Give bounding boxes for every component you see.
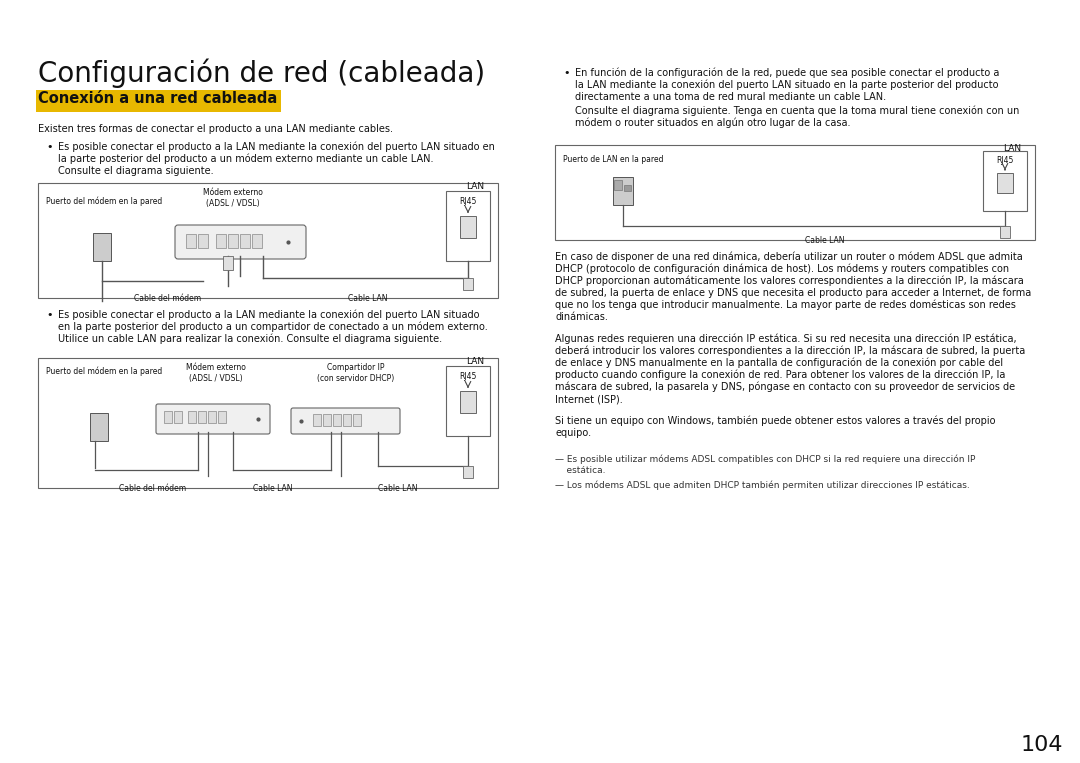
Text: LAN: LAN [1003,144,1021,153]
Bar [252,234,262,248]
Bar [615,180,622,190]
Text: directamente a una toma de red mural mediante un cable LAN.: directamente a una toma de red mural med… [575,92,886,102]
Bar [188,411,195,423]
Text: módem o router situados en algún otro lugar de la casa.: módem o router situados en algún otro lu… [575,118,851,128]
Text: en la parte posterior del producto a un compartidor de conectado a un módem exte: en la parte posterior del producto a un … [58,322,488,333]
Text: DHCP proporcionan automáticamente los valores correspondientes a la dirección IP: DHCP proporcionan automáticamente los va… [555,276,1024,286]
Text: Consulte el diagrama siguiente. Tenga en cuenta que la toma mural tiene conexión: Consulte el diagrama siguiente. Tenga en… [575,106,1020,117]
Text: En caso de disponer de una red dinámica, debería utilizar un router o módem ADSL: En caso de disponer de una red dinámica,… [555,252,1023,262]
Bar [218,411,226,423]
Bar [174,411,183,423]
Bar [463,466,473,478]
Text: Cable LAN: Cable LAN [378,484,418,493]
Text: Puerto del módem en la pared: Puerto del módem en la pared [46,197,162,207]
Text: estática.: estática. [555,466,606,475]
Bar [38,183,498,298]
Bar [460,216,476,238]
Text: LAN: LAN [465,357,484,366]
Bar [460,391,476,413]
Text: Cable del módem: Cable del módem [120,484,187,493]
Text: Consulte el diagrama siguiente.: Consulte el diagrama siguiente. [58,166,214,176]
Text: que no los tenga que introducir manualmente. La mayor parte de redes domésticas : que no los tenga que introducir manualme… [555,300,1016,311]
Text: la parte posterior del producto a un módem externo mediante un cable LAN.: la parte posterior del producto a un mód… [58,154,433,165]
Bar [222,256,233,270]
Text: RJ45: RJ45 [459,197,476,206]
Bar [228,234,238,248]
Text: deberá introducir los valores correspondientes a la dirección IP, la máscara de : deberá introducir los valores correspond… [555,346,1025,356]
Text: Cable LAN: Cable LAN [806,236,845,245]
Bar [313,414,321,426]
Text: •: • [46,142,53,152]
Text: DHCP (protocolo de configuración dinámica de host). Los módems y routers compati: DHCP (protocolo de configuración dinámic… [555,264,1009,275]
Text: Es posible conectar el producto a la LAN mediante la conexión del puerto LAN sit: Es posible conectar el producto a la LAN… [58,142,495,153]
FancyBboxPatch shape [291,408,400,434]
Bar [208,411,216,423]
Text: Algunas redes requieren una dirección IP estática. Si su red necesita una direcc: Algunas redes requieren una dirección IP… [555,334,1016,345]
Bar [446,191,490,261]
Text: máscara de subred, la pasarela y DNS, póngase en contacto con su proveedor de se: máscara de subred, la pasarela y DNS, pó… [555,382,1015,392]
Bar [983,151,1027,211]
Text: Módem externo
(ADSL / VDSL): Módem externo (ADSL / VDSL) [186,363,246,383]
Bar [353,414,361,426]
Bar [446,366,490,436]
Text: Utilice un cable LAN para realizar la conexión. Consulte el diagrama siguiente.: Utilice un cable LAN para realizar la co… [58,334,442,345]
Text: •: • [46,310,53,320]
Text: la LAN mediante la conexión del puerto LAN situado en la parte posterior del pro: la LAN mediante la conexión del puerto L… [575,80,999,91]
Text: Si tiene un equipo con Windows, también puede obtener estos valores a través del: Si tiene un equipo con Windows, también … [555,416,996,427]
Text: LAN: LAN [465,182,484,191]
Text: RJ45: RJ45 [459,372,476,381]
Text: Compartidor IP
(con servidor DHCP): Compartidor IP (con servidor DHCP) [318,363,394,383]
Bar [90,413,108,441]
Text: equipo.: equipo. [555,428,591,438]
Bar [555,145,1035,240]
Bar [997,173,1013,193]
Text: •: • [563,68,569,78]
Text: RJ45: RJ45 [997,156,1014,165]
Text: de enlace y DNS manualmente en la pantalla de configuración de la conexión por c: de enlace y DNS manualmente en la pantal… [555,358,1003,369]
Bar [333,414,341,426]
Text: Cable del módem: Cable del módem [134,294,202,303]
FancyBboxPatch shape [156,404,270,434]
FancyBboxPatch shape [175,225,306,259]
Text: Puerto del módem en la pared: Puerto del módem en la pared [46,366,162,375]
Bar [198,411,206,423]
Bar [93,233,111,261]
Bar [36,90,281,112]
Text: Conexión a una red cableada: Conexión a una red cableada [38,91,278,106]
Text: Cable LAN: Cable LAN [348,294,388,303]
Text: Existen tres formas de conectar el producto a una LAN mediante cables.: Existen tres formas de conectar el produ… [38,124,393,134]
Bar [164,411,172,423]
Text: — Es posible utilizar módems ADSL compatibles con DHCP si la red requiere una di: — Es posible utilizar módems ADSL compat… [555,454,975,463]
Text: Configuración de red (cableada): Configuración de red (cableada) [38,58,485,88]
Text: En función de la configuración de la red, puede que sea posible conectar el prod: En función de la configuración de la red… [575,68,999,79]
Bar [198,234,208,248]
Bar [240,234,249,248]
Bar [323,414,330,426]
Bar [624,185,631,191]
Text: Módem externo
(ADSL / VDSL): Módem externo (ADSL / VDSL) [203,188,262,208]
Bar [1000,226,1010,238]
Text: 104: 104 [1021,735,1063,755]
Text: — Los módems ADSL que admiten DHCP también permiten utilizar direcciones IP está: — Los módems ADSL que admiten DHCP tambi… [555,480,970,490]
Bar [186,234,195,248]
Text: dinámicas.: dinámicas. [555,312,608,322]
Text: Es posible conectar el producto a la LAN mediante la conexión del puerto LAN sit: Es posible conectar el producto a la LAN… [58,310,480,320]
Bar [463,278,473,290]
Text: Puerto de LAN en la pared: Puerto de LAN en la pared [563,155,663,164]
Text: Internet (ISP).: Internet (ISP). [555,394,623,404]
Text: Cable LAN: Cable LAN [253,484,293,493]
Bar [216,234,226,248]
Bar [613,177,633,205]
Bar [38,358,498,488]
Text: de subred, la puerta de enlace y DNS que necesita el producto para acceder a Int: de subred, la puerta de enlace y DNS que… [555,288,1031,298]
Text: producto cuando configure la conexión de red. Para obtener los valores de la dir: producto cuando configure la conexión de… [555,370,1005,381]
Bar [343,414,351,426]
